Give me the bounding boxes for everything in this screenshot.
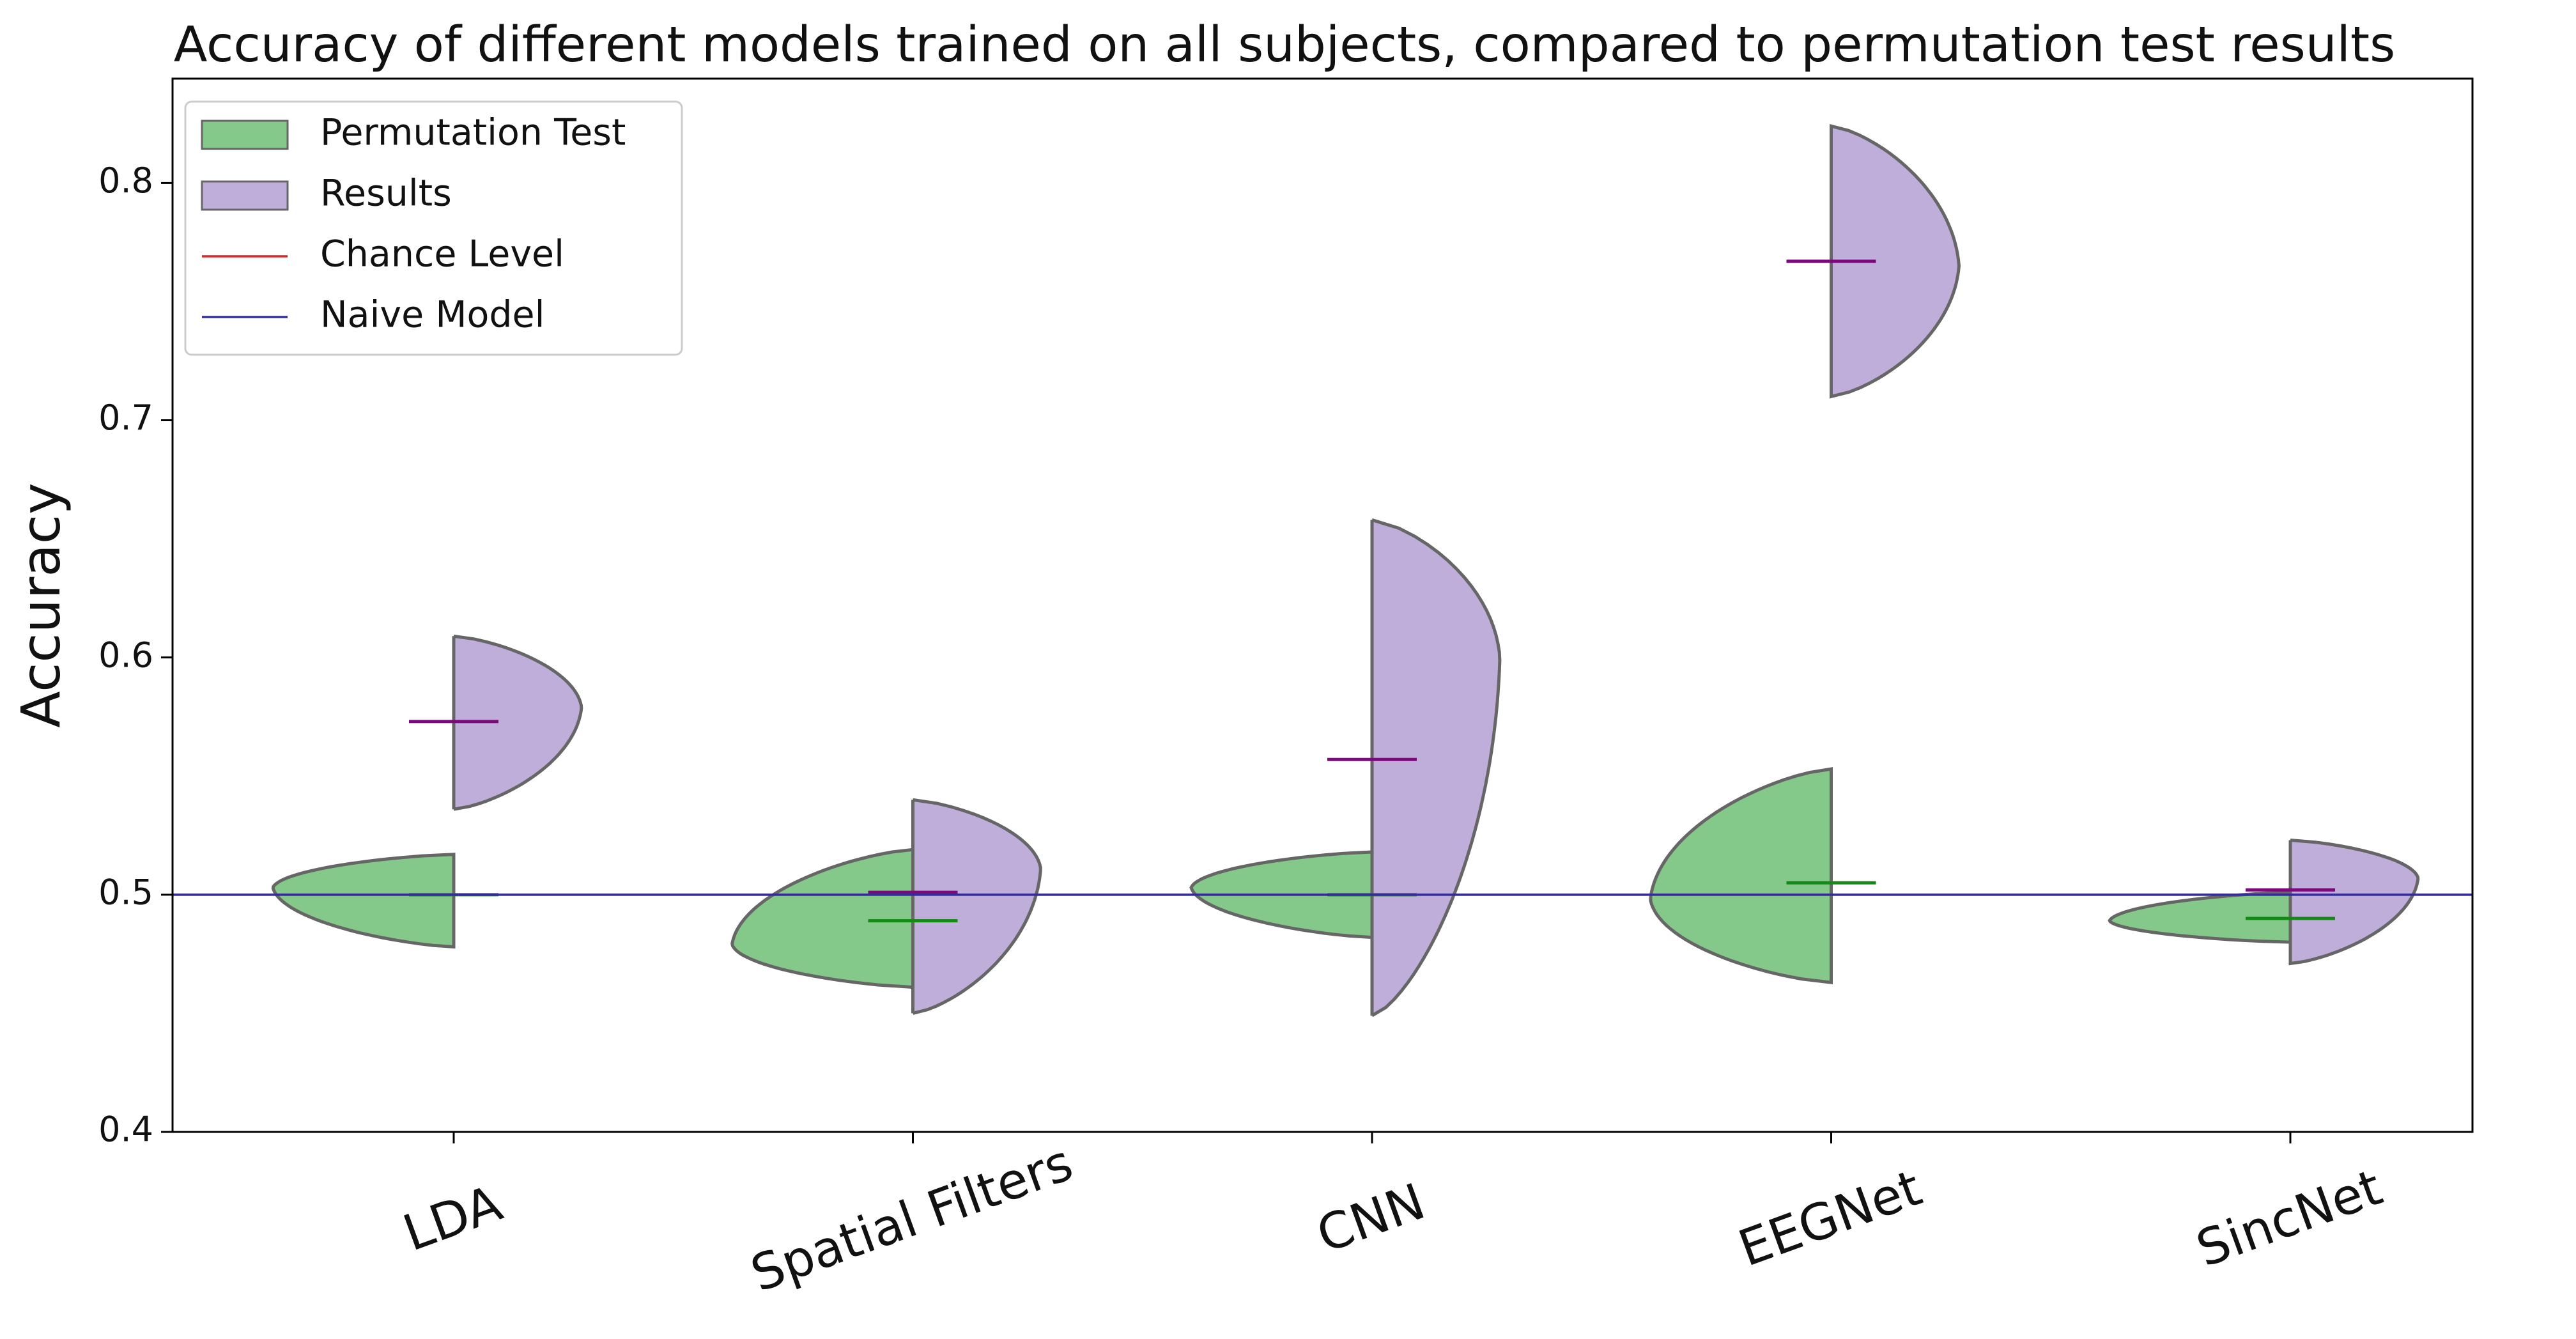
legend-label: Permutation Test (320, 112, 626, 154)
x-tick-label: CNN (1310, 1173, 1433, 1264)
y-tick-label: 0.6 (98, 635, 153, 675)
plot-frame (171, 77, 2474, 1133)
violin-half (1830, 123, 1961, 399)
y-tick-label: 0.8 (98, 160, 153, 201)
violin-half (1649, 767, 1833, 985)
violin-half (2288, 839, 2420, 966)
legend-label: Naive Model (320, 294, 544, 336)
chart-title: Accuracy of different models trained on … (174, 17, 2396, 74)
violin-half (452, 634, 583, 811)
y-tick-label: 0.7 (98, 398, 153, 438)
legend-box (184, 100, 683, 356)
y-tick-label: 0.5 (98, 872, 153, 912)
violin-half (2108, 890, 2292, 944)
violin-half (911, 798, 1042, 1015)
x-tick-label: SincNet (2189, 1159, 2389, 1278)
legend-label: Chance Level (320, 233, 564, 275)
violin-half (730, 848, 914, 989)
y-tick-label: 0.4 (98, 1110, 153, 1150)
violin-half (1370, 518, 1502, 1018)
violin-half (271, 853, 456, 949)
legend-label: Results (320, 173, 452, 215)
x-tick-label: EEGNet (1732, 1159, 1929, 1278)
legend-swatch (201, 120, 289, 150)
legend-swatch (201, 180, 289, 211)
x-tick-label: Spatial Filters (744, 1134, 1080, 1303)
y-axis-label: Accuracy (10, 483, 72, 728)
x-tick-label: LDA (396, 1175, 509, 1263)
